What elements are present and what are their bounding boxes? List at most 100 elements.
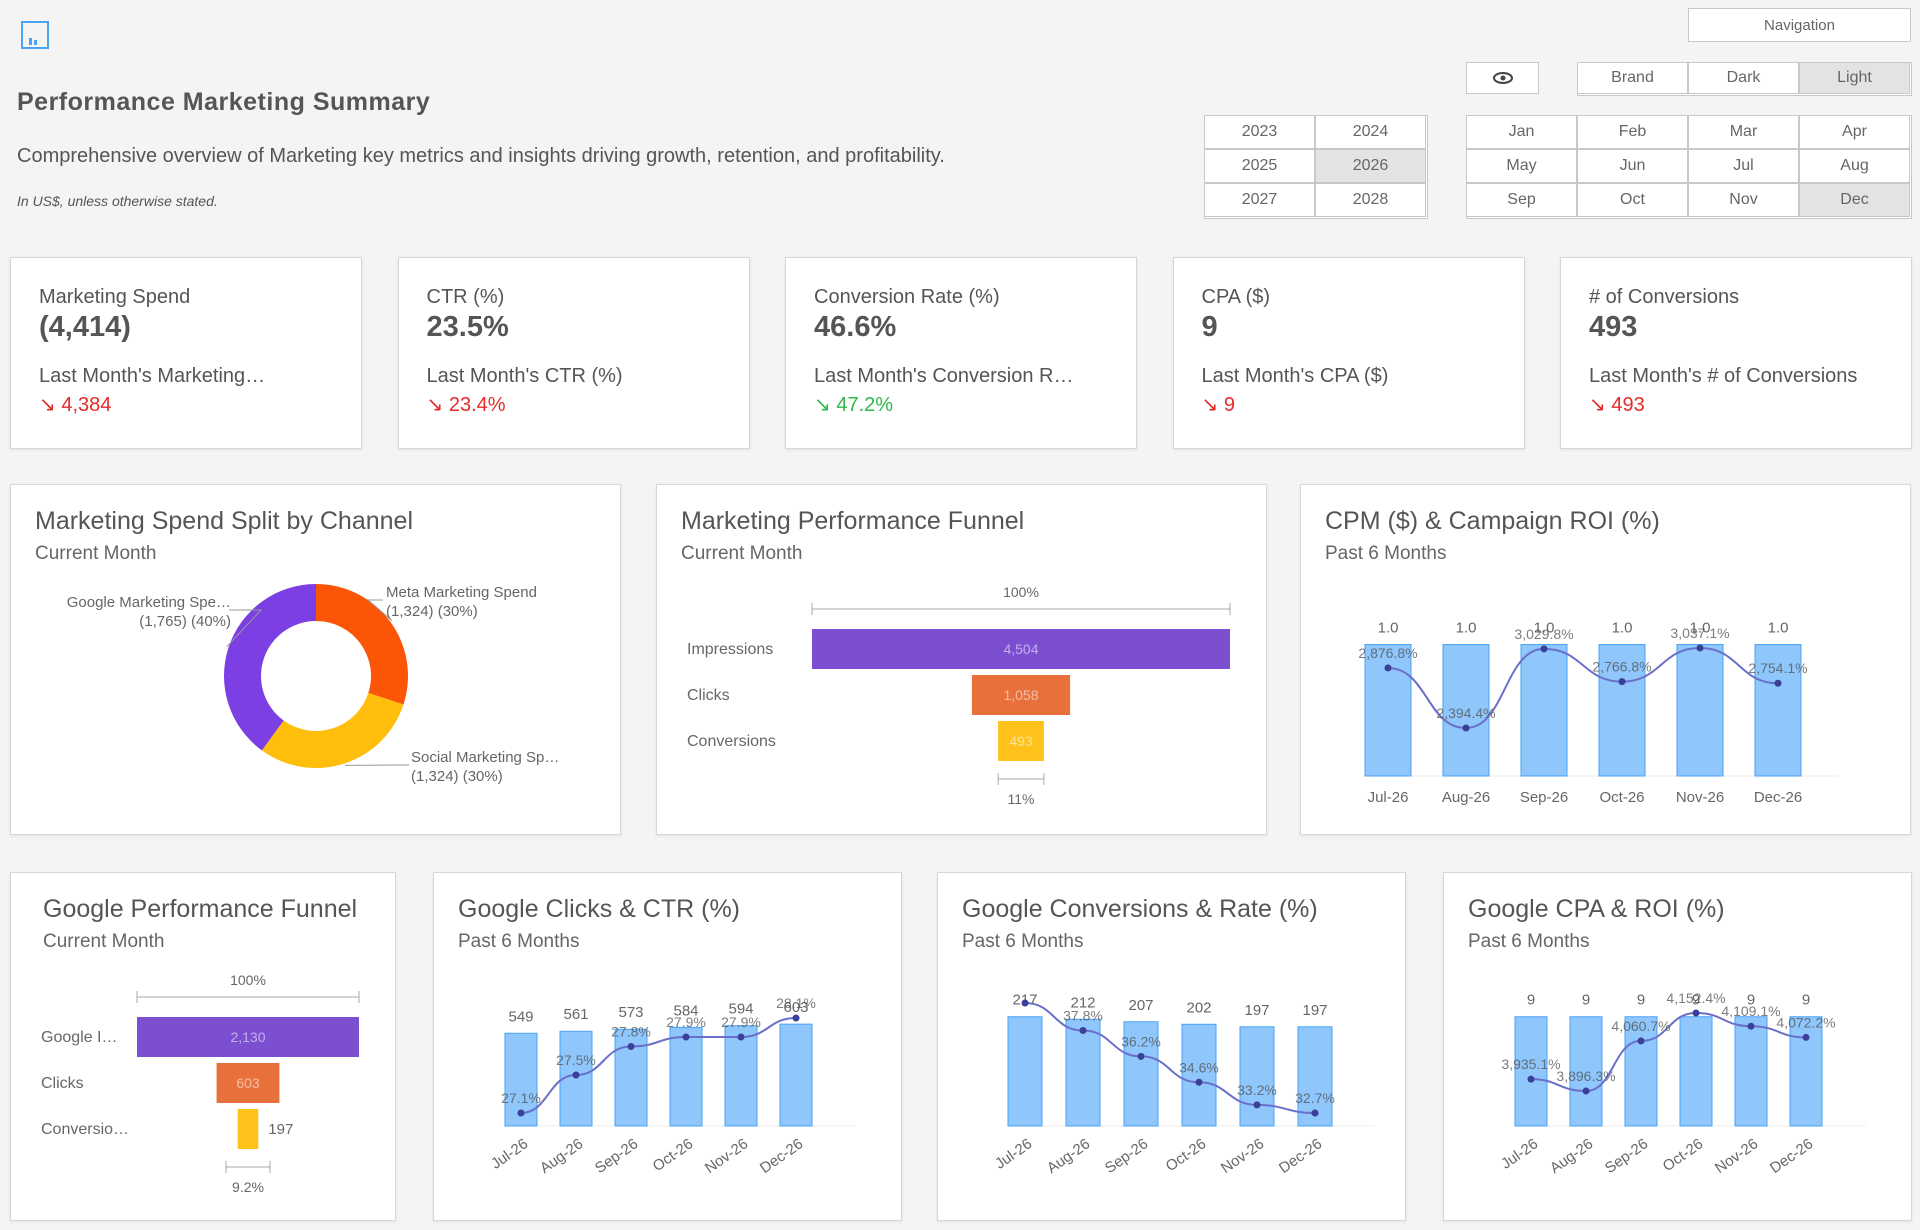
- chart-bar: [1364, 644, 1412, 777]
- kpi-label: Conversion Rate (%): [814, 286, 1000, 308]
- trend-down-arrow-icon: ↘: [426, 394, 444, 416]
- chart-bar: [779, 1023, 813, 1127]
- spend-split-donut-chart: Google Marketing Spe… (1,765) (40%) Meta M…: [67, 584, 559, 785]
- x-axis-tick-label: Oct-26: [650, 1135, 697, 1175]
- line-point: [1384, 664, 1392, 672]
- eye-icon: [1492, 72, 1513, 84]
- line-value-label: 36.2%: [1121, 1033, 1161, 1049]
- bar-value-label: 1.0: [1534, 620, 1555, 637]
- chart-bar: [1123, 1021, 1159, 1127]
- kpi-last-month-number: 4,384: [61, 394, 112, 416]
- line-value-label: 34.6%: [1179, 1059, 1219, 1075]
- funnel-category-label: Impressions: [687, 641, 773, 658]
- card-title: Google Clicks & CTR (%): [458, 895, 740, 923]
- theme-option-light[interactable]: Light: [1799, 62, 1910, 94]
- funnel-value-label: 493: [1009, 733, 1033, 749]
- report-icon: [20, 20, 50, 50]
- line-value-label: 2,394.4%: [1436, 705, 1495, 721]
- line-point: [627, 1043, 635, 1050]
- donut-leader-line: [226, 609, 263, 648]
- month-option-dec[interactable]: Dec: [1799, 183, 1910, 217]
- bar-value-label: 212: [1070, 994, 1095, 1011]
- kpi-last-month-number: 493: [1611, 394, 1645, 416]
- line-point: [1696, 644, 1704, 652]
- funnel-value-label: 1,058: [1003, 687, 1038, 703]
- line-value-label: 3,037.1%: [1670, 625, 1729, 641]
- x-axis-tick-label: Aug-26: [1442, 789, 1490, 806]
- chart-bar: [1065, 1018, 1101, 1127]
- bar-value-label: 9: [1582, 992, 1590, 1009]
- bar-value-label: 197: [1302, 1002, 1327, 1019]
- year-option-2028[interactable]: 2028: [1315, 183, 1426, 217]
- funnel-category-label: Conversio…: [41, 1121, 129, 1138]
- google-cpa-card: Google CPA & ROI (%) Past 6 Months 9 Jul-…: [1443, 872, 1912, 1221]
- card-title: Marketing Performance Funnel: [681, 507, 1025, 535]
- month-option-apr[interactable]: Apr: [1799, 115, 1910, 149]
- bar-value-label: 1.0: [1690, 620, 1711, 637]
- funnel-bar: [137, 1017, 359, 1057]
- theme-option-brand[interactable]: Brand: [1577, 62, 1688, 94]
- year-option-2024[interactable]: 2024: [1315, 115, 1426, 149]
- bar-value-label: 573: [618, 1004, 643, 1021]
- line-point: [1802, 1033, 1810, 1041]
- google-clicks-combo-chart: 549 Jul-26 561 Aug-26 573 Sep-26 584 Oct-26 594 N…: [488, 995, 856, 1177]
- card-subtitle: Past 6 Months: [962, 931, 1084, 952]
- x-axis-tick-label: Dec-26: [1754, 789, 1802, 806]
- month-option-jun[interactable]: Jun: [1577, 149, 1688, 183]
- card-title: Google CPA & ROI (%): [1468, 895, 1725, 923]
- kpi-value: 493: [1589, 311, 1638, 343]
- month-option-may[interactable]: May: [1466, 149, 1577, 183]
- chart-bar: [1679, 1016, 1713, 1127]
- year-option-2027[interactable]: 2027: [1204, 183, 1315, 217]
- cpm-roi-card: CPM ($) & Campaign ROI (%) Past 6 Months…: [1300, 484, 1911, 835]
- card-subtitle: Current Month: [43, 931, 165, 952]
- month-option-sep[interactable]: Sep: [1466, 183, 1577, 217]
- x-axis-tick-label: Oct-26: [1163, 1135, 1210, 1175]
- funnel-top-percent: 100%: [1003, 584, 1039, 600]
- year-option-2025[interactable]: 2025: [1204, 149, 1315, 183]
- bar-value-label: 197: [1244, 1002, 1269, 1019]
- funnel-value-label: 4,504: [1003, 641, 1038, 657]
- bar-value-label: 9: [1692, 992, 1700, 1009]
- funnel-top-percent: 100%: [230, 972, 266, 988]
- kpi-value: 23.5%: [426, 311, 509, 343]
- theme-option-dark[interactable]: Dark: [1688, 62, 1799, 94]
- visibility-toggle-button[interactable]: [1466, 62, 1539, 94]
- line-value-label: 37.8%: [1063, 1008, 1103, 1024]
- month-option-nov[interactable]: Nov: [1688, 183, 1799, 217]
- kpi-card: CPA ($) 9 Last Month's CPA ($) ↘ 9: [1172, 257, 1525, 449]
- line-point: [1253, 1101, 1261, 1109]
- donut-slice: [316, 584, 408, 705]
- funnel-bar: [998, 721, 1044, 761]
- month-option-feb[interactable]: Feb: [1577, 115, 1688, 149]
- donut-label: Meta Marketing Spend: [386, 584, 537, 601]
- line-point: [682, 1033, 690, 1041]
- line-point: [1637, 1037, 1645, 1045]
- google-clicks-card: Google Clicks & CTR (%) Past 6 Months 54…: [433, 872, 902, 1221]
- card-subtitle: Current Month: [681, 543, 803, 564]
- month-option-jul[interactable]: Jul: [1688, 149, 1799, 183]
- bar-value-label: 1.0: [1768, 620, 1789, 637]
- month-option-aug[interactable]: Aug: [1799, 149, 1910, 183]
- google-cpa-combo-chart: 9 Jul-26 9 Aug-26 9 Sep-26 9 Oct-26 9 Nov-26 9 Dec-…: [1498, 990, 1866, 1177]
- funnel-category-label: Conversions: [687, 733, 776, 750]
- x-axis-tick-label: Jul-26: [992, 1135, 1035, 1172]
- year-option-2026[interactable]: 2026: [1315, 149, 1426, 183]
- line-value-label: 3,029.8%: [1514, 626, 1573, 642]
- month-option-oct[interactable]: Oct: [1577, 183, 1688, 217]
- chart-bar: [559, 1030, 593, 1127]
- chart-bar: [1789, 1016, 1823, 1127]
- chart-bar: [1514, 1016, 1548, 1127]
- navigation-button[interactable]: Navigation: [1688, 8, 1911, 42]
- trend-down-arrow-icon: ↘: [39, 394, 56, 416]
- x-axis-tick-label: Sep-26: [1102, 1135, 1151, 1177]
- month-option-jan[interactable]: Jan: [1466, 115, 1577, 149]
- x-axis-tick-label: Oct-26: [1660, 1135, 1707, 1175]
- month-option-mar[interactable]: Mar: [1688, 115, 1799, 149]
- line-point: [1527, 1075, 1535, 1083]
- funnel-value-label: 603: [236, 1075, 260, 1091]
- year-option-2023[interactable]: 2023: [1204, 115, 1315, 149]
- x-axis-tick-label: Nov-26: [1712, 1135, 1761, 1177]
- card-subtitle: Past 6 Months: [1468, 931, 1590, 952]
- x-axis-tick-label: Jul-26: [1498, 1135, 1541, 1172]
